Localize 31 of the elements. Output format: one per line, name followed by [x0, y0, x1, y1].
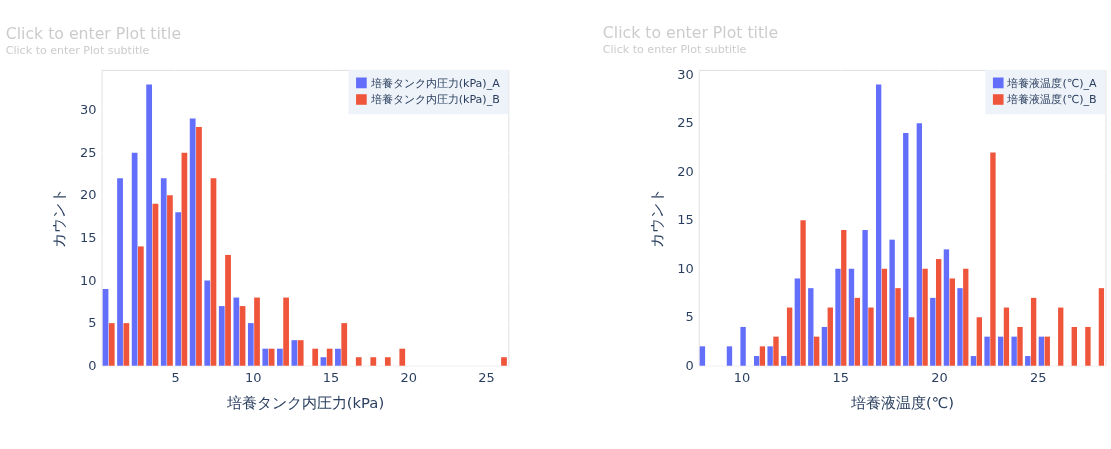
y-tick-label: 15: [80, 230, 97, 246]
y-tick-label: 0: [685, 357, 694, 373]
y-tick-label: 10: [80, 272, 97, 288]
x-tick-label: 25: [478, 369, 495, 385]
x-tick-label: 15: [832, 369, 850, 385]
y-tick-label: 5: [685, 309, 694, 325]
legend-label: 培養タンク内圧力(kPa)_A: [369, 76, 501, 90]
y-tick-label: 25: [80, 144, 97, 160]
x-tick-label: 10: [733, 369, 751, 385]
legend-label: 培養タンク内圧力(kPa)_B: [369, 93, 500, 107]
y-tick-label: 15: [677, 212, 694, 228]
x-axis-title: 培養液温度(℃): [850, 393, 955, 411]
y-tick-label: 0: [88, 357, 97, 373]
x-axis-title: 培養タンク内圧力(kPa): [225, 393, 385, 411]
x-tick-label: 15: [322, 369, 340, 385]
y-tick-label: 30: [80, 102, 97, 118]
y-tick-label: 30: [677, 66, 694, 82]
y-tick-label: 10: [677, 260, 694, 276]
x-tick-label: 10: [245, 369, 262, 385]
y-axis-title: カウント: [50, 188, 68, 249]
x-tick-label: 5: [171, 369, 180, 385]
legend-label: 培養液温度(℃)_A: [1006, 76, 1098, 90]
x-tick-label: 20: [931, 369, 948, 385]
x-tick-label: 20: [400, 369, 418, 385]
legend-label: 培養液温度(℃)_B: [1006, 93, 1097, 107]
y-tick-label: 20: [677, 163, 694, 179]
y-tick-label: 20: [80, 187, 97, 203]
x-tick-label: 25: [1029, 369, 1047, 385]
y-axis-title: カウント: [647, 188, 665, 249]
y-tick-label: 5: [88, 315, 97, 331]
y-tick-label: 25: [677, 115, 694, 131]
